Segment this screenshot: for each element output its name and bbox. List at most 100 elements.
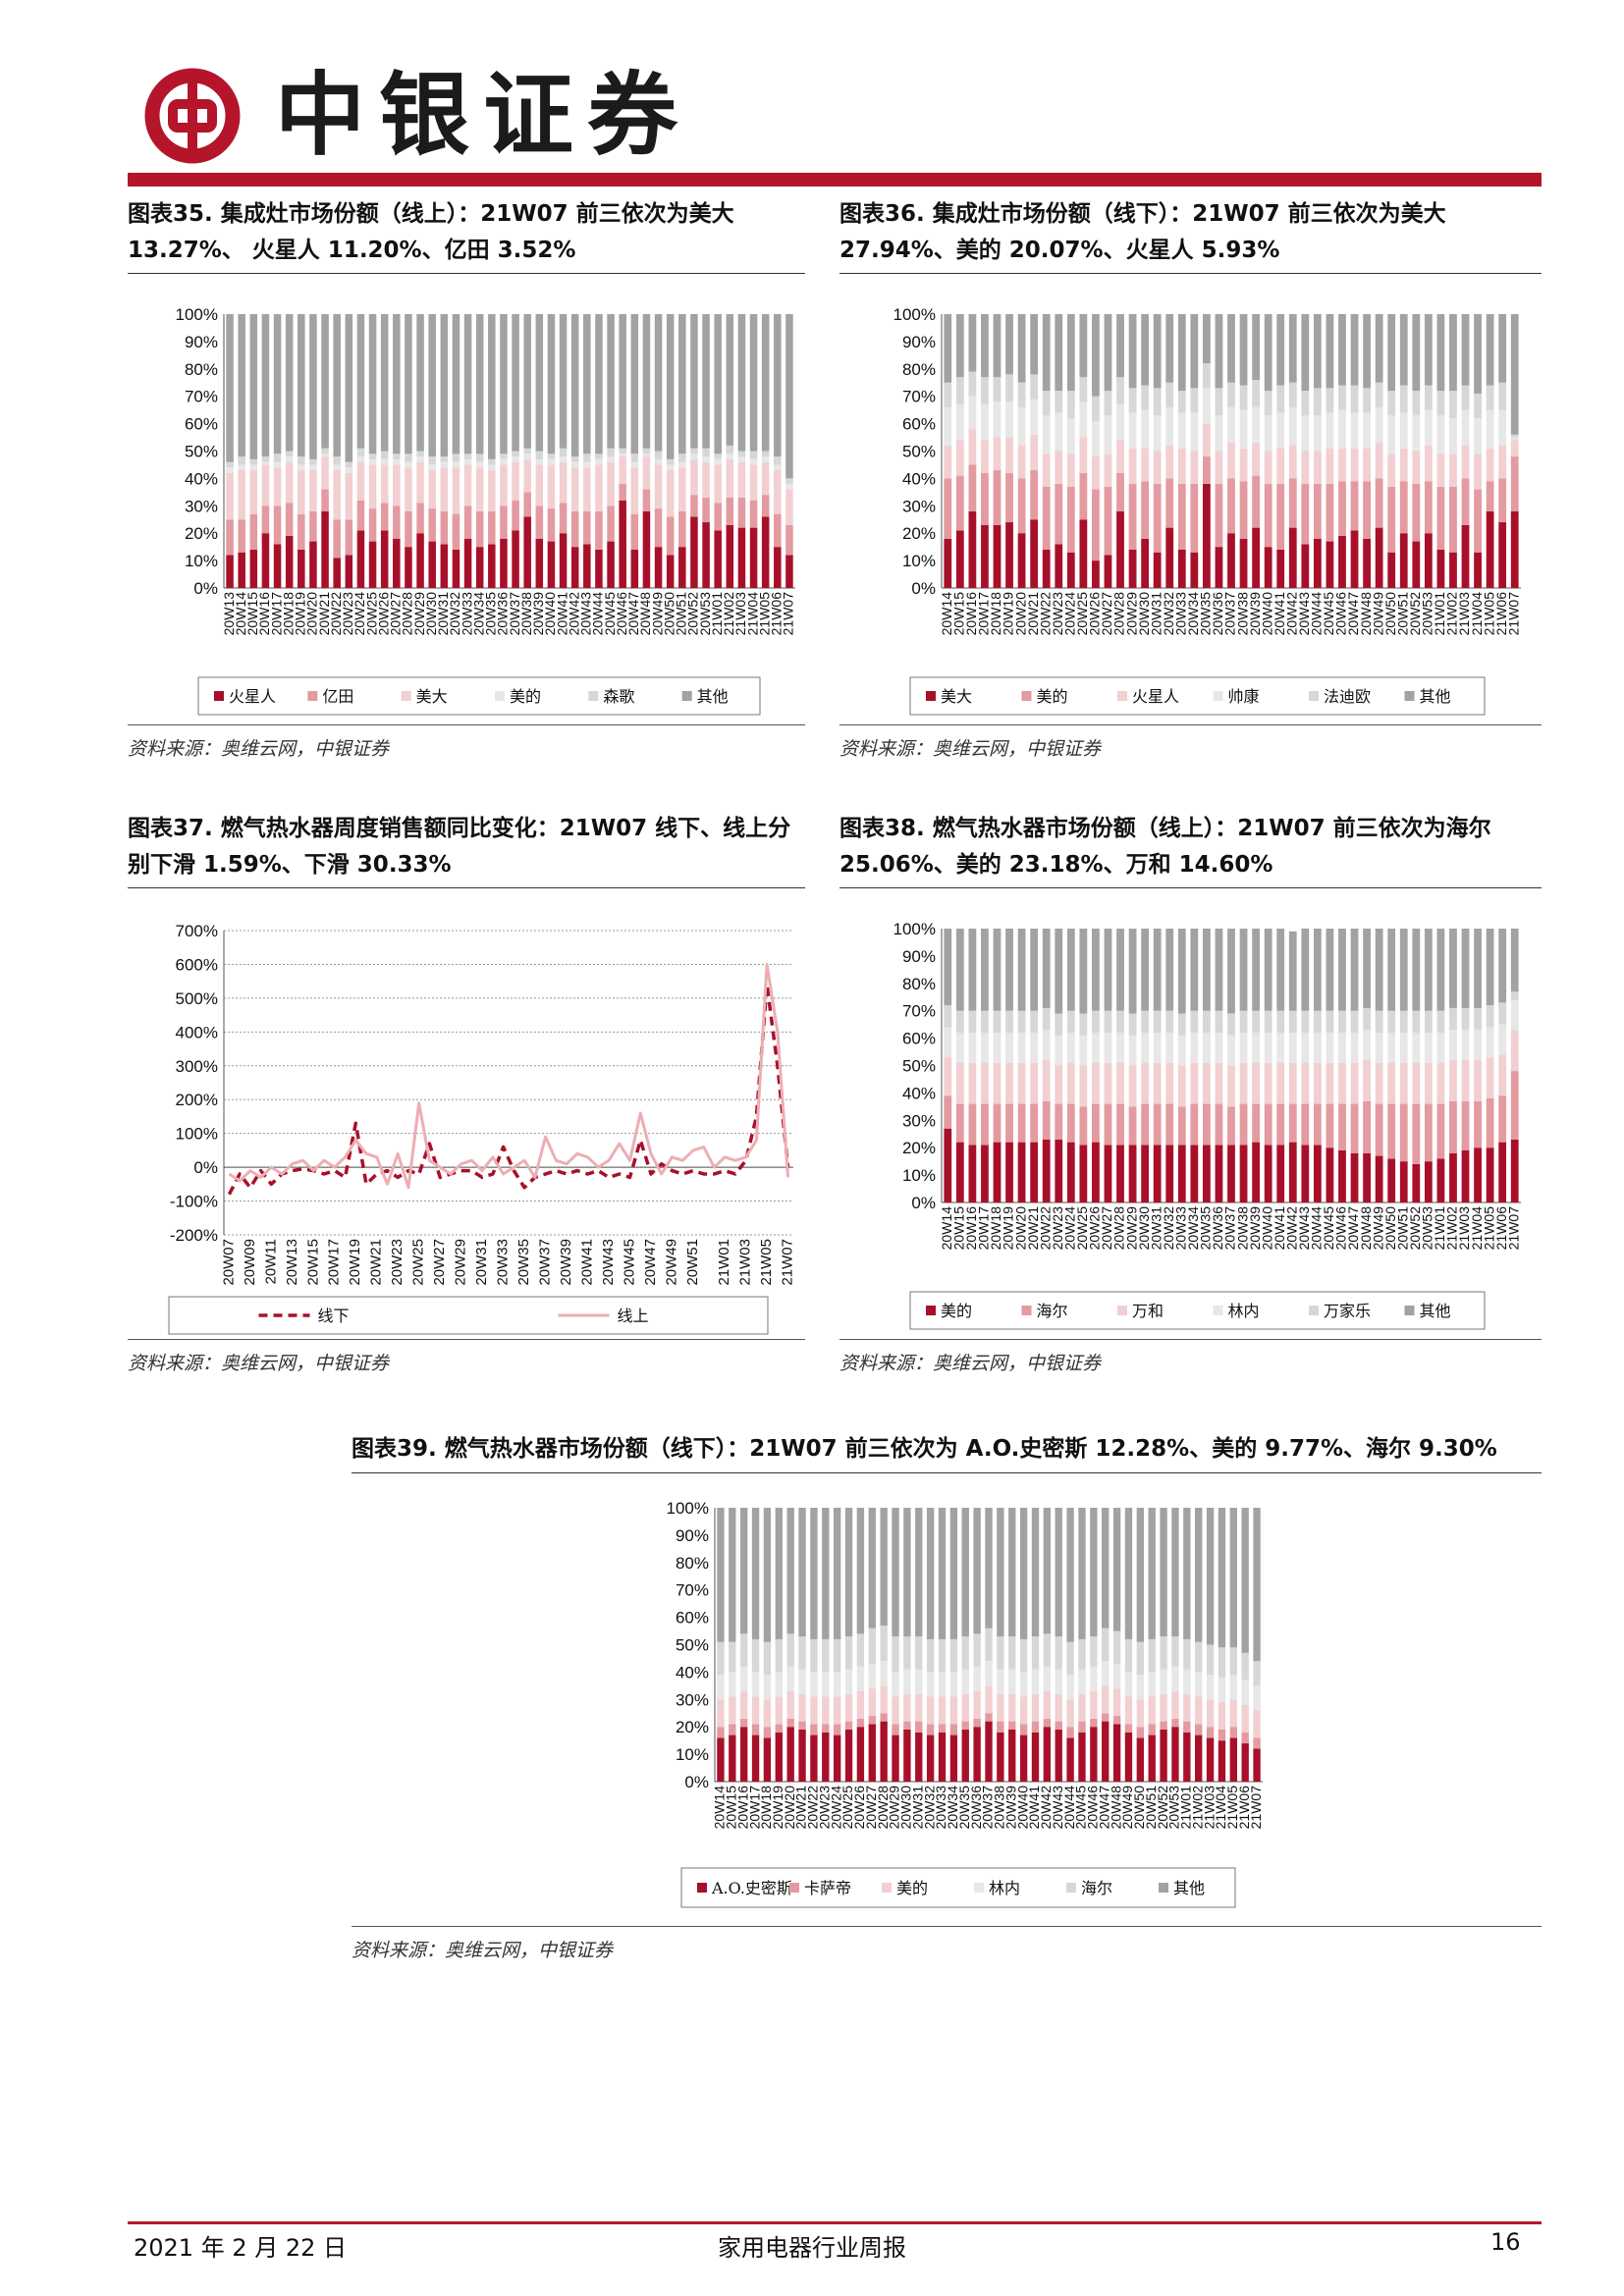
bar-segment	[1055, 1013, 1063, 1036]
bar-segment	[1387, 1033, 1396, 1063]
bar-segment	[1190, 1062, 1199, 1104]
bar-segment	[1203, 314, 1211, 364]
bar-segment	[285, 535, 294, 588]
x-tick-label: 20W44	[1061, 1786, 1077, 1830]
bar-segment	[997, 1732, 1004, 1782]
bar-segment	[1474, 314, 1482, 394]
bar-segment	[1486, 1027, 1494, 1058]
bar-segment	[714, 530, 722, 588]
bar-segment	[880, 1713, 888, 1722]
bar-segment	[955, 1033, 964, 1063]
x-tick-label: 20W49	[663, 1239, 679, 1286]
bar-segment	[607, 461, 615, 507]
bar-segment	[1474, 1007, 1482, 1031]
bar-segment	[1165, 382, 1174, 407]
source-rule	[839, 1339, 1542, 1340]
x-tick-label: 20W25	[1074, 592, 1090, 636]
bar-segment	[1301, 451, 1310, 484]
bar-segment	[1436, 415, 1445, 454]
bar-segment	[523, 454, 531, 459]
bar-segment	[1031, 1732, 1040, 1782]
x-tick-label: 20W29	[453, 1239, 469, 1286]
x-tick-label: 20W36	[1210, 592, 1225, 636]
bar-segment	[1227, 929, 1235, 1014]
bar-segment	[1042, 1139, 1051, 1202]
bar-segment	[786, 1718, 794, 1728]
bar-segment	[238, 552, 245, 588]
bar-segment	[1005, 1062, 1013, 1104]
x-tick-label: 20W51	[1143, 1786, 1159, 1830]
bar-segment	[368, 464, 377, 509]
bar-segment	[1042, 391, 1051, 416]
x-tick-label: 21W04	[1469, 592, 1485, 636]
bar-segment	[1092, 1010, 1100, 1034]
bar-segment	[463, 458, 472, 465]
bar-segment	[915, 1693, 923, 1722]
bar-segment	[678, 461, 686, 468]
bar-segment	[993, 377, 1001, 402]
x-tick-label: 20W22	[805, 1786, 821, 1830]
x-tick-label: 20W39	[1002, 1786, 1018, 1830]
bar-segment	[1078, 1669, 1086, 1694]
bar-segment	[1461, 1059, 1470, 1101]
y-tick-label: 400%	[176, 1023, 218, 1041]
x-tick-label: 20W14	[712, 1786, 728, 1830]
x-tick-label: 20W17	[746, 1786, 762, 1830]
y-tick-label: 100%	[176, 1125, 218, 1144]
bar-segment	[1079, 1145, 1088, 1202]
y-tick-label: 60%	[185, 415, 218, 434]
bar-segment	[1326, 541, 1334, 588]
bar-segment	[1510, 1030, 1519, 1072]
legend-box	[168, 1296, 769, 1335]
bar-segment	[1017, 1010, 1026, 1034]
bar-segment	[1436, 1033, 1445, 1063]
bar-segment	[690, 448, 698, 454]
x-tick-label: 20W40	[542, 592, 558, 636]
bar-segment	[1203, 388, 1211, 424]
bar-segment	[1412, 483, 1421, 542]
bar-segment	[749, 458, 758, 465]
y-tick-label: 10%	[902, 1166, 936, 1185]
bar-segment	[785, 478, 793, 484]
bar-segment	[938, 1638, 947, 1673]
bar-segment	[833, 1735, 841, 1782]
bar-segment	[868, 1688, 876, 1717]
x-tick-label: 20W42	[1283, 592, 1299, 636]
bar-segment	[729, 1508, 736, 1642]
bar-segment	[1288, 478, 1297, 528]
bar-segment	[915, 1669, 923, 1694]
bar-segment	[726, 454, 734, 459]
bar-segment	[607, 456, 615, 462]
bar-segment	[368, 458, 377, 465]
bar-segment	[630, 454, 639, 462]
bar-segment	[1165, 929, 1174, 1011]
bar-segment	[1195, 1641, 1203, 1673]
bar-segment	[1510, 999, 1519, 1031]
bar-segment	[523, 458, 531, 493]
bar-segment	[1116, 377, 1124, 405]
bar-segment	[1436, 549, 1445, 588]
bar-segment	[559, 461, 568, 504]
bar-segment	[1055, 1065, 1063, 1104]
bar-segment	[1288, 1033, 1297, 1063]
x-tick-label: 20W18	[988, 592, 1003, 636]
x-tick-label: 20W43	[578, 592, 594, 636]
bar-segment	[944, 1128, 952, 1202]
bar-segment	[428, 456, 436, 465]
bar-segment	[1153, 1145, 1162, 1202]
bar-segment	[1326, 314, 1334, 389]
bar-segment	[547, 508, 556, 542]
legend-label: 美大	[416, 687, 448, 706]
legend-swatch	[1213, 1306, 1223, 1315]
bar-segment	[1338, 1149, 1346, 1202]
bar-segment	[1171, 1727, 1179, 1782]
x-tick-label: 20W17	[976, 1206, 992, 1251]
bar-segment	[1043, 1690, 1052, 1719]
bar-segment	[1264, 1062, 1272, 1104]
bar-segment	[1008, 1508, 1016, 1637]
bar-segment	[1124, 1638, 1133, 1673]
bar-segment	[993, 1010, 1001, 1034]
bar-segment	[1461, 929, 1470, 1008]
bar-segment	[333, 464, 341, 471]
bar-segment	[1288, 1062, 1297, 1104]
